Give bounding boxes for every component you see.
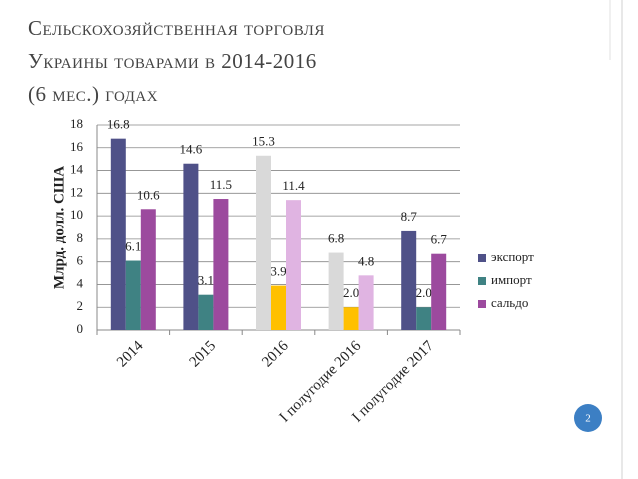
bar <box>328 252 344 330</box>
bar <box>416 307 432 330</box>
slide-title: Сельскохозяйственная торговля Украины тов… <box>28 16 325 106</box>
y-tick-label: 12 <box>70 184 83 199</box>
value-label: 2.0 <box>416 285 432 300</box>
x-tick-label: 2016 <box>259 338 292 371</box>
legend-label: импорт <box>491 272 532 287</box>
y-tick-label: 14 <box>70 162 84 177</box>
legend-swatch <box>478 300 486 308</box>
bar <box>183 163 199 330</box>
page-badge <box>574 404 602 432</box>
bar <box>125 260 141 330</box>
bar <box>343 307 359 330</box>
bar <box>256 155 271 330</box>
y-tick-label: 4 <box>77 275 84 290</box>
value-label: 6.8 <box>328 231 344 246</box>
bar <box>140 209 156 330</box>
value-label: 4.8 <box>358 253 374 268</box>
value-label: 16.8 <box>107 117 130 132</box>
legend-label: экспорт <box>491 249 534 264</box>
y-tick-label: 8 <box>77 230 84 245</box>
value-label: 11.4 <box>282 178 305 193</box>
y-axis-label: Млрд. долл. США <box>51 166 67 289</box>
bar <box>198 294 214 330</box>
y-tick-label: 16 <box>70 139 84 154</box>
bar <box>358 275 374 330</box>
y-tick-label: 2 <box>77 298 84 313</box>
value-label: 11.5 <box>210 177 232 192</box>
legend-swatch <box>478 277 486 285</box>
bar <box>213 199 229 330</box>
page-number: 2 <box>585 413 591 425</box>
value-label: 3.1 <box>198 273 214 288</box>
x-tick-label: 2015 <box>187 338 220 371</box>
y-tick-label: 6 <box>77 253 84 268</box>
bar <box>401 230 417 330</box>
bar <box>271 285 286 330</box>
bar <box>431 253 447 330</box>
value-label: 10.6 <box>137 187 160 202</box>
y-tick-label: 10 <box>70 207 83 222</box>
value-label: 14.6 <box>180 142 203 157</box>
value-label: 2.0 <box>343 285 359 300</box>
legend-label: сальдо <box>491 295 528 310</box>
y-tick-label: 18 <box>70 116 83 131</box>
value-label: 15.3 <box>252 134 275 149</box>
value-label: 8.7 <box>401 209 418 224</box>
bar <box>110 138 126 330</box>
value-label: 6.7 <box>431 232 448 247</box>
value-label: 3.9 <box>270 264 286 279</box>
bar <box>286 200 301 330</box>
x-tick-label: 2014 <box>114 338 147 371</box>
y-tick-label: 0 <box>77 321 84 336</box>
legend-swatch <box>478 254 486 262</box>
value-label: 6.1 <box>125 239 141 254</box>
